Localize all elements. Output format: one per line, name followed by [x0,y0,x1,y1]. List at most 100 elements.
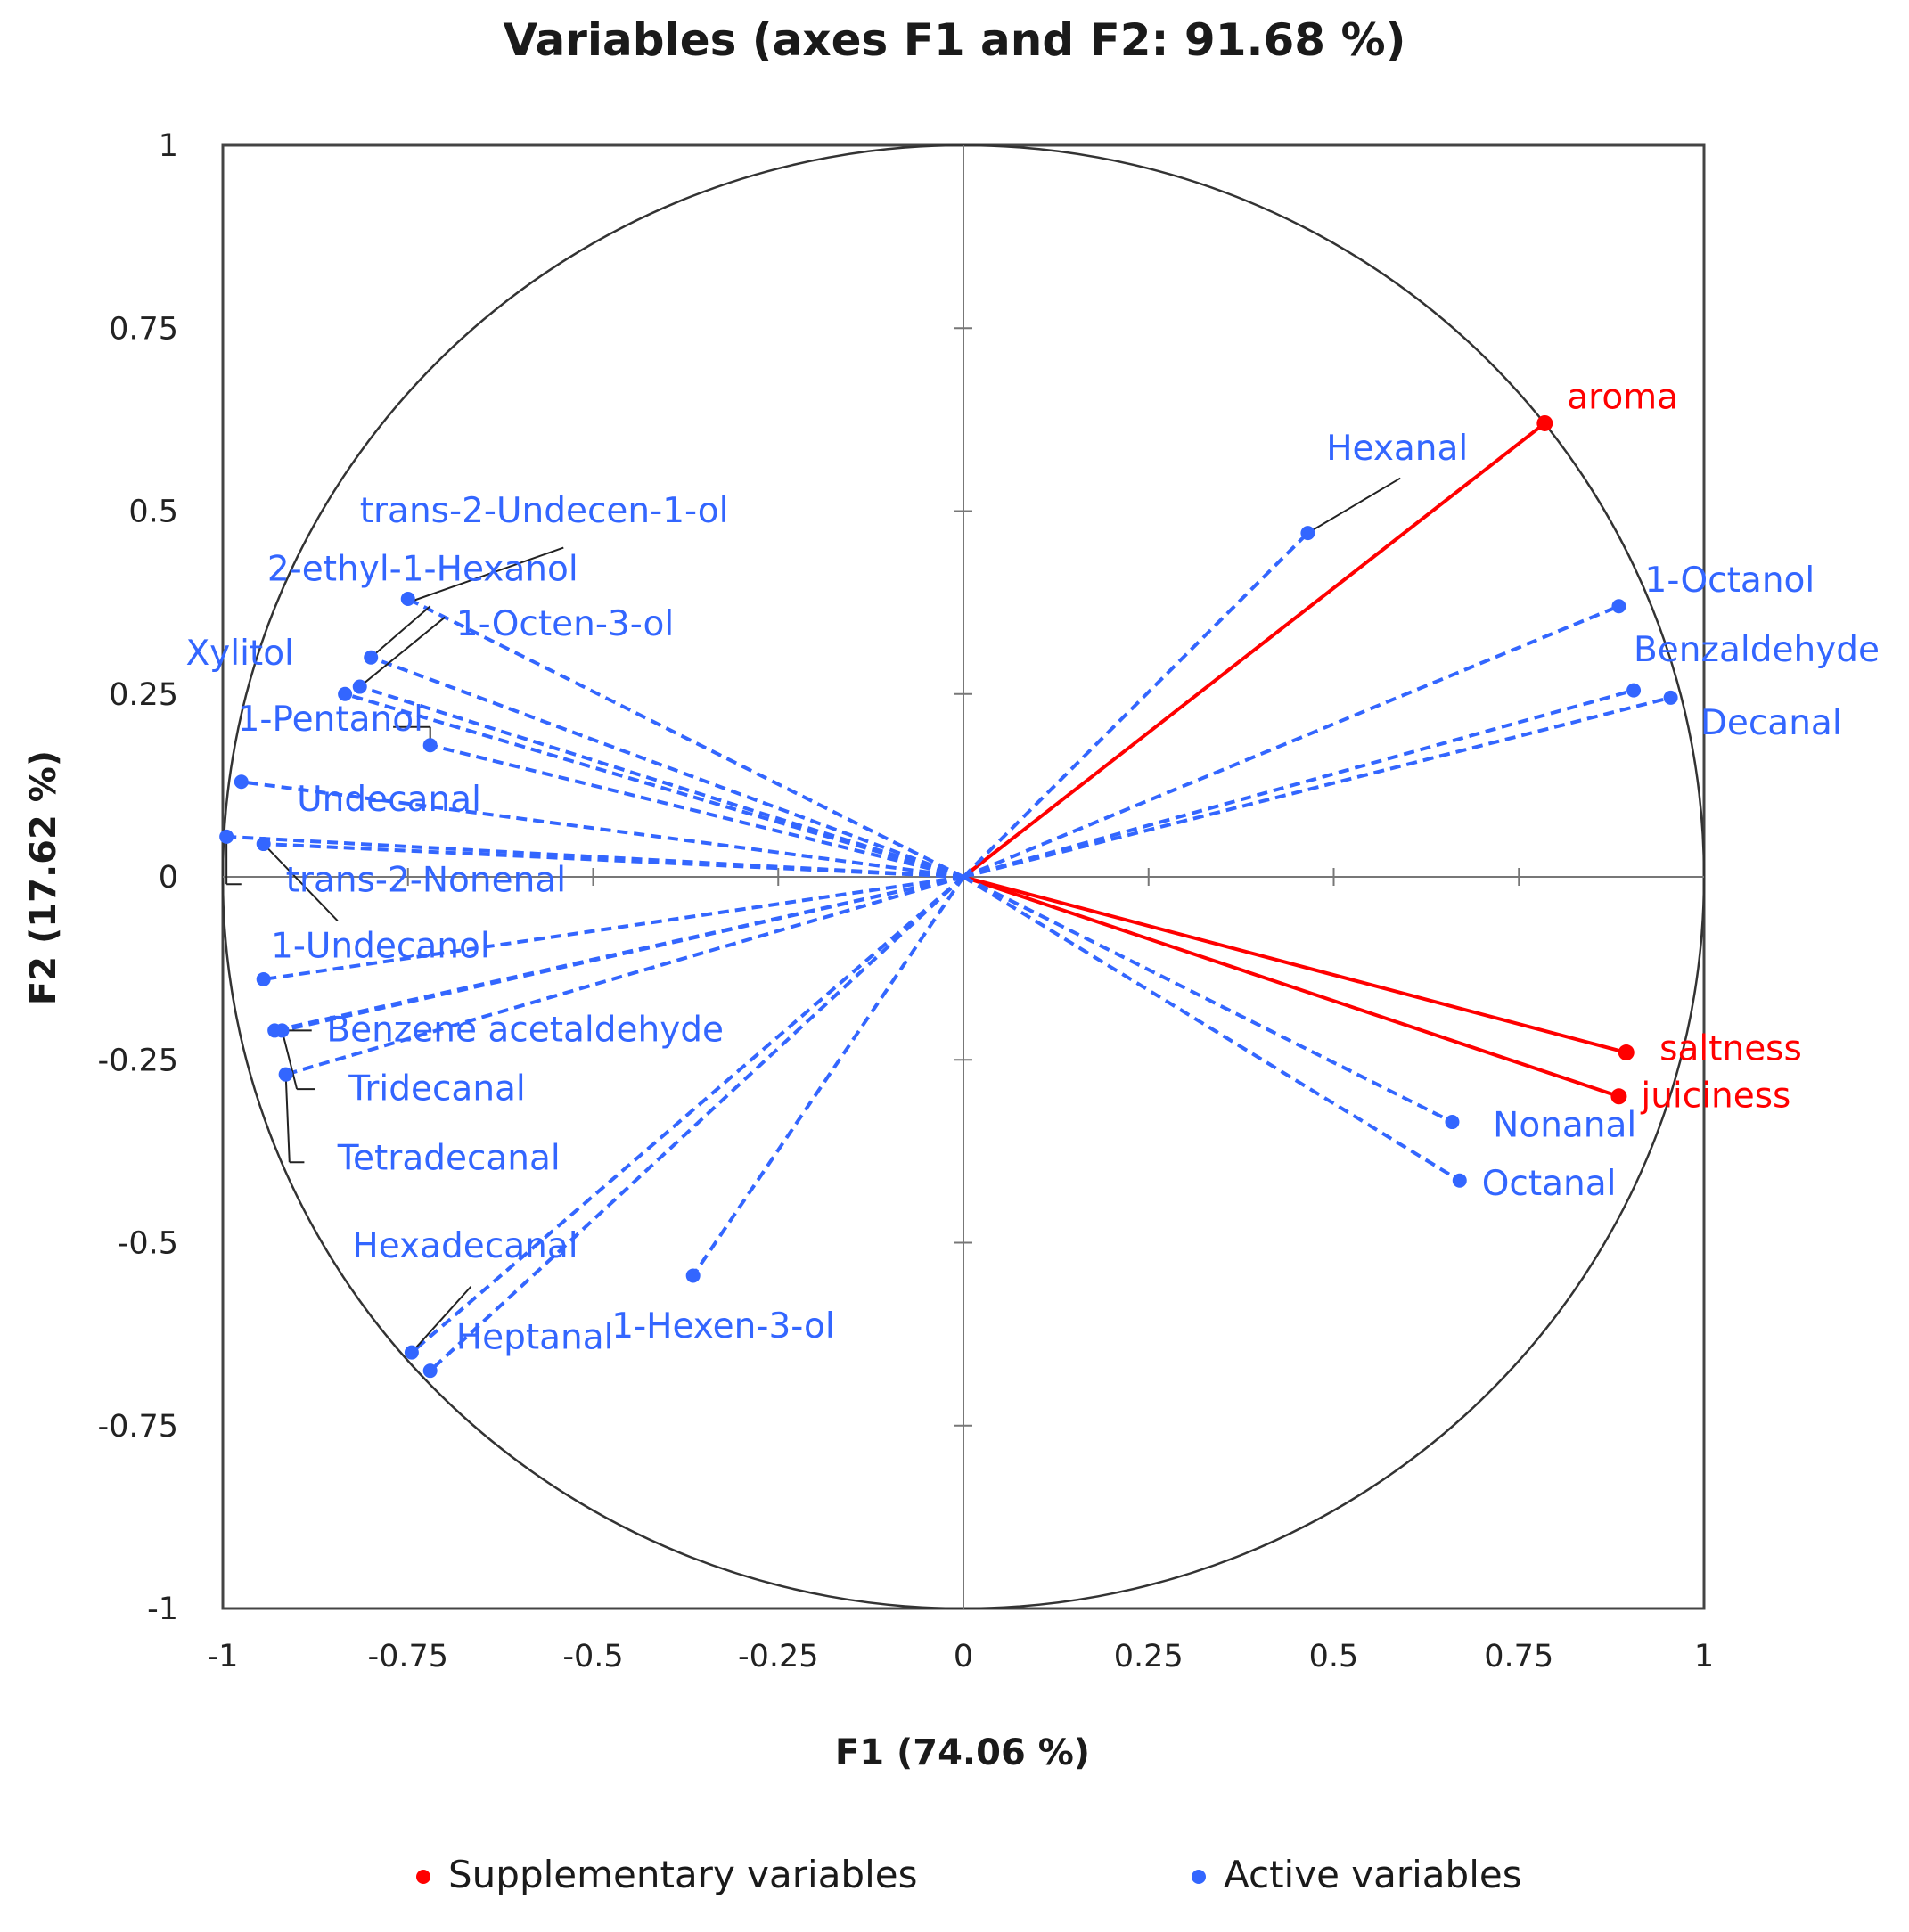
active-point [256,837,271,852]
active-point [352,679,367,694]
active-point [685,1268,701,1283]
variable-label: Octanal [1482,1164,1617,1204]
active-vector [963,695,1672,879]
leader-line [281,1030,299,1090]
active-point [1300,526,1315,541]
variable-label: aroma [1567,378,1678,418]
active-vector [263,842,964,879]
legend-marker [1192,1870,1206,1884]
active-vector [963,604,1620,879]
variable-label: Tridecanal [348,1068,526,1109]
active-point [267,1023,283,1038]
active-point [1626,683,1642,698]
x-tick-label: 0.25 [1114,1639,1184,1674]
leader-line [407,546,564,604]
active-point [400,592,415,607]
active-point [422,1363,438,1379]
y-axis-label: F2 (17.62 %) [23,750,64,1005]
active-point [219,829,234,844]
variable-label: trans-2-Undecen-1-ol [360,491,729,531]
leader-line [411,1286,472,1354]
variable-label: Tetradecanal [337,1138,561,1178]
x-tick-label: -0.75 [367,1639,448,1674]
active-point [338,686,353,701]
variable-points [219,414,1678,1379]
variable-label: Benzene acetaldehyde [326,1011,724,1051]
variable-label: Hexadecanal [352,1226,578,1266]
variable-vectors [226,422,1672,1372]
variable-label: 1-Octanol [1645,561,1815,601]
variable-label: juiciness [1640,1077,1790,1117]
variable-label: Benzaldehyde [1634,630,1880,670]
x-tick-label: -1 [208,1639,239,1674]
y-tick-label: 0 [159,860,178,896]
active-point [404,1345,419,1360]
variable-label: Nonanal [1493,1105,1636,1145]
leader-line [284,1074,291,1163]
x-tick-label: 1 [1694,1639,1714,1674]
active-vector [359,684,964,879]
leader-line [359,616,446,688]
x-axis-label: F1 (74.06 %) [835,1732,1090,1773]
legend-label: Supplementary variables [448,1853,917,1896]
leader-line [1307,477,1401,534]
y-tick-label: 1 [159,128,178,164]
active-vector [410,875,965,1355]
active-vector [370,655,964,879]
active-vector [241,780,964,879]
x-tick-label: 0.75 [1484,1639,1553,1674]
variable-label: Heptanal [456,1318,614,1358]
legend-marker [416,1870,430,1884]
active-vector [430,743,964,879]
active-point [1452,1173,1467,1188]
variable-label: 1-Octen-3-ol [456,604,675,644]
active-point [422,738,438,753]
tick-labels: -1 -0.75 -0.5 -0.25 0 0.25 0.5 0.75 1 1 0.75 0.5 0.2… [97,128,1714,1674]
active-vector [963,688,1635,879]
y-tick-label: -0.5 [118,1226,178,1262]
y-tick-label: -0.75 [97,1409,178,1445]
active-point [1611,599,1626,614]
active-point [364,650,379,665]
x-tick-label: -0.25 [738,1639,819,1674]
supplementary-vector [962,422,1546,879]
variable-label: Xylitol [185,634,293,674]
active-vector [962,875,1461,1183]
variable-label: 1-Undecanol [271,926,490,966]
active-vector [344,692,964,879]
x-tick-label: 0 [954,1639,973,1674]
legend-label: Active variables [1224,1853,1522,1896]
variable-label: saltness [1659,1028,1802,1068]
variable-label: 2-ethyl-1-Hexanol [267,549,578,589]
active-vector [962,531,1309,879]
leader-line [262,843,339,921]
supplementary-vector [963,875,1620,1099]
active-vector [692,875,965,1277]
active-vector [963,875,1454,1124]
chart-title: Variables (axes F1 and F2: 91.68 %) [504,14,1406,66]
legend: Supplementary variables Active variables [416,1853,1522,1896]
variable-label: Decanal [1700,703,1842,743]
x-tick-label: -0.5 [562,1639,623,1674]
active-point [278,1067,293,1082]
supplementary-point [1618,1044,1635,1061]
supplementary-vector [963,875,1627,1054]
leader-line [370,605,431,659]
y-tick-label: -0.25 [97,1043,178,1078]
active-vector [429,875,965,1372]
variable-label: Undecanal [297,780,481,820]
active-point [1445,1115,1460,1130]
active-point [234,774,249,790]
variable-label: Hexanal [1326,429,1468,469]
y-tick-label: 0.5 [128,495,178,530]
y-tick-label: -1 [147,1592,178,1627]
active-point [256,971,271,986]
y-tick-label: 0.25 [109,677,178,713]
x-tick-label: 0.5 [1309,1639,1359,1674]
variable-label: 1-Hexen-3-ol [611,1306,835,1347]
variable-labels: aroma saltness juiciness Hexanal 1-Octanol Be… [185,378,1880,1358]
variable-label: 1-Pentanol [238,700,423,740]
active-vector [226,834,964,879]
variable-label: trans-2-Nonenal [286,860,566,900]
